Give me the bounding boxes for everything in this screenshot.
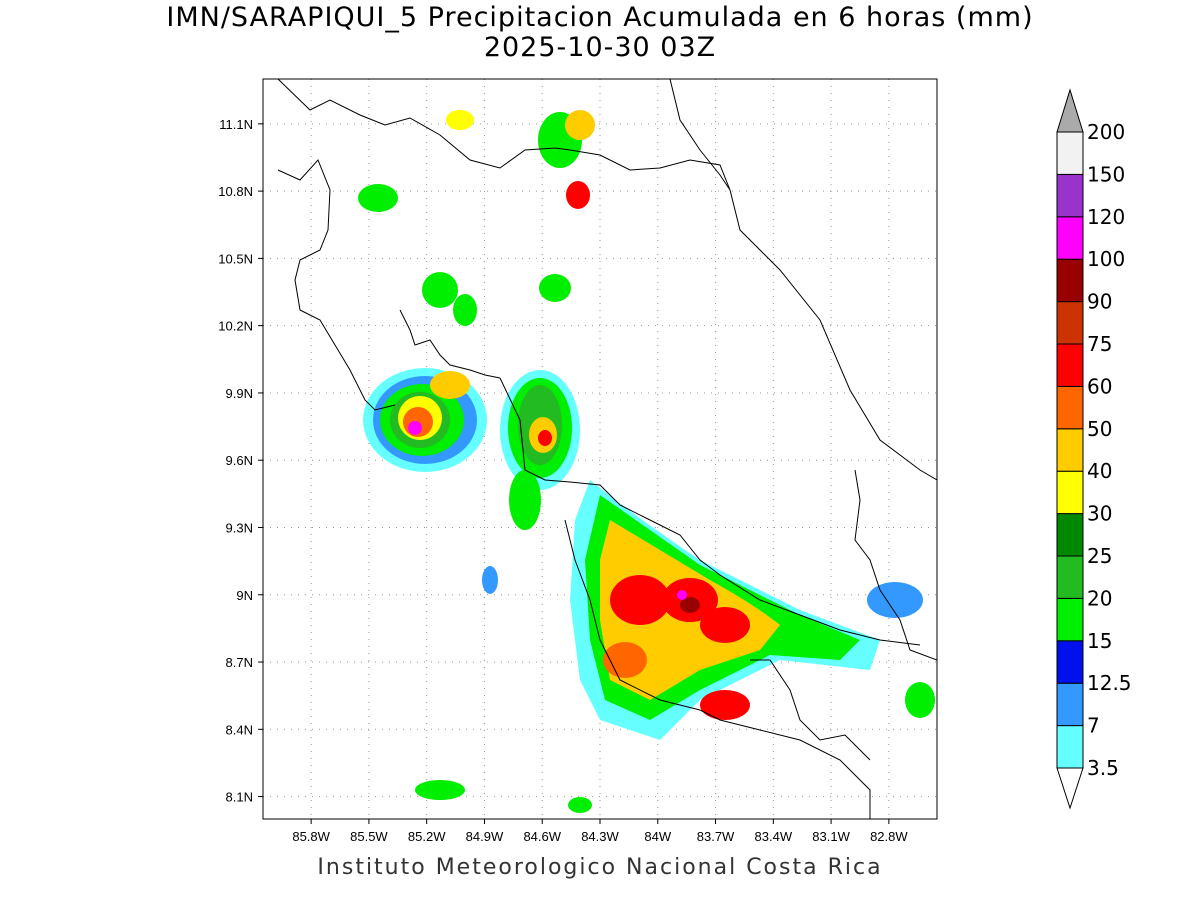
- colorbar-label: 12.5: [1087, 671, 1132, 695]
- latitude-tick-labels: 11.1N 10.8N 10.5N 10.2N 9.9N 9.6N 9.3N 9N 8.7N 8.…: [218, 117, 263, 805]
- rain-cluster-south-central: [570, 480, 880, 740]
- x-tick-label: 83.7W: [697, 829, 735, 844]
- colorbar-label: 75: [1087, 332, 1112, 356]
- x-tick-label: 83.1W: [812, 829, 850, 844]
- colorbar-label: 50: [1087, 417, 1112, 441]
- colorbar-segment: [1056, 131, 1084, 175]
- y-tick-label: 9.3N: [226, 520, 253, 535]
- colorbar-segment: [1056, 640, 1084, 684]
- colorbar-label: 90: [1087, 290, 1112, 314]
- precipitation-field: [358, 110, 935, 813]
- x-tick-label: 84W: [644, 829, 671, 844]
- y-tick-label: 10.8N: [218, 184, 253, 199]
- colorbar-label: 100: [1087, 247, 1125, 271]
- colorbar-label: 3.5: [1087, 756, 1119, 780]
- y-tick-label: 8.7N: [226, 655, 253, 670]
- y-tick-label: 8.1N: [226, 790, 253, 805]
- colorbar-segment: [1056, 301, 1084, 345]
- colorbar-label: 7: [1087, 714, 1100, 738]
- colorbar-segment: [1056, 470, 1084, 515]
- map-subtitle-date: 2025-10-30 03Z: [483, 32, 717, 63]
- x-tick-label: 85.5W: [350, 829, 388, 844]
- x-tick-label: 82.8W: [870, 829, 908, 844]
- colorbar-segment: [1056, 173, 1084, 218]
- colorbar-segment: [1056, 725, 1084, 769]
- colorbar-segment: [1056, 428, 1084, 472]
- colorbar-segment: [1056, 258, 1084, 303]
- colorbar-label: 15: [1087, 629, 1112, 653]
- longitude-tick-labels: 85.8W 85.5W 85.2W 84.9W 84.6W 84.3W 84W 83.7W 83…: [292, 819, 908, 844]
- colorbar-lower-arrow: [1056, 767, 1084, 810]
- colorbar-segment: [1056, 555, 1084, 599]
- colorbar-label: 30: [1087, 502, 1112, 526]
- colorbar-label: 150: [1087, 162, 1125, 186]
- colorbar-label: 25: [1087, 544, 1112, 568]
- y-tick-label: 11.1N: [219, 117, 253, 132]
- colorbar-label: 120: [1087, 205, 1125, 229]
- colorbar-legend: 3.5 7 12.5 15 20 25 30 40 50 60 75 90 100 120 150 200: [1056, 88, 1132, 810]
- colorbar-segment: [1056, 385, 1084, 430]
- colorbar-label: 60: [1087, 374, 1112, 398]
- colorbar-label: 200: [1087, 120, 1125, 144]
- colorbar-segment: [1056, 216, 1084, 260]
- rain-cluster-central-north: [500, 370, 580, 530]
- rain-cluster-northwest: [363, 368, 487, 472]
- colorbar-upper-arrow: [1056, 88, 1084, 133]
- x-tick-label: 84.3W: [581, 829, 619, 844]
- y-tick-label: 9N: [236, 588, 253, 603]
- y-tick-label: 9.9N: [226, 386, 253, 401]
- colorbar-label: 40: [1087, 459, 1112, 483]
- y-tick-label: 10.2N: [218, 319, 253, 334]
- colorbar-segment: [1056, 343, 1084, 387]
- x-tick-label: 83.4W: [755, 829, 793, 844]
- colorbar-segment: [1056, 597, 1084, 642]
- colorbar-label: 20: [1087, 586, 1112, 610]
- map-title: IMN/SARAPIQUI_5 Precipitacion Acumulada …: [166, 2, 1034, 33]
- footer-credit: Instituto Meteorologico Nacional Costa R…: [317, 855, 883, 880]
- x-tick-label: 84.6W: [523, 829, 561, 844]
- y-tick-label: 10.5N: [218, 251, 253, 266]
- x-tick-label: 84.9W: [466, 829, 504, 844]
- colorbar-segment: [1056, 682, 1084, 727]
- rain-cells-scattered-north: [358, 110, 935, 813]
- x-tick-label: 85.8W: [292, 829, 330, 844]
- y-tick-label: 9.6N: [226, 453, 253, 468]
- y-tick-label: 8.4N: [226, 722, 253, 737]
- coastlines-and-borders: [277, 79, 937, 819]
- x-tick-label: 85.2W: [408, 829, 446, 844]
- colorbar-segment: [1056, 513, 1084, 557]
